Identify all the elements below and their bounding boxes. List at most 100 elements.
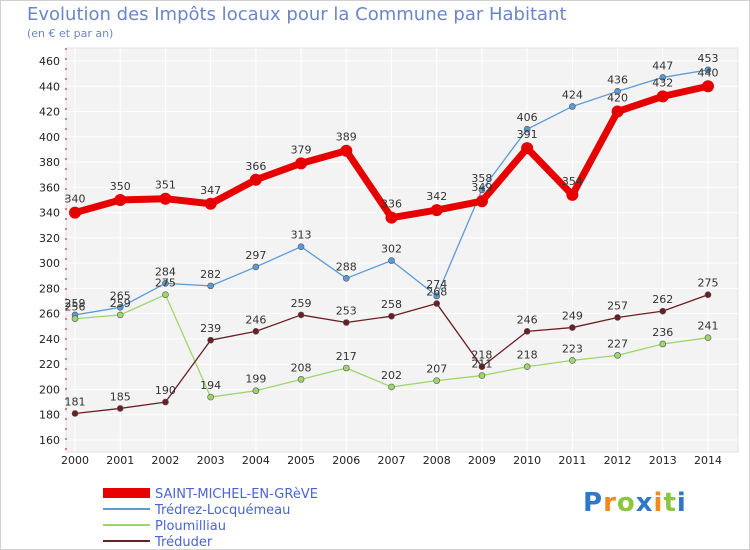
data-label: 239: [200, 322, 221, 335]
data-point: [342, 274, 350, 282]
data-point: [252, 263, 260, 271]
data-label: 246: [517, 313, 538, 326]
data-label: 351: [155, 179, 176, 192]
data-label: 181: [65, 395, 86, 408]
data-point: [566, 188, 579, 201]
data-label: 284: [155, 265, 176, 278]
data-point: [430, 204, 443, 217]
data-point: [656, 90, 669, 103]
logo-letter: i: [653, 488, 664, 518]
data-label: 259: [110, 297, 131, 310]
data-label: 420: [607, 92, 628, 105]
data-point: [433, 377, 441, 384]
data-label: 342: [426, 190, 447, 203]
data-label: 274: [426, 278, 447, 291]
data-label: 379: [291, 143, 312, 156]
data-label: 347: [200, 184, 221, 197]
data-point: [252, 387, 260, 395]
logo-letter: o: [616, 488, 636, 518]
logo-letter: t: [663, 488, 677, 518]
data-label: 366: [245, 160, 266, 173]
data-point: [162, 398, 169, 406]
legend-label: Ploumilliau: [155, 519, 226, 534]
data-point: [249, 173, 262, 186]
y-tick-label: 320: [39, 232, 60, 245]
x-tick-label: 2006: [332, 454, 360, 467]
y-tick-label: 380: [39, 156, 60, 169]
data-point: [207, 393, 214, 401]
y-tick-label: 200: [39, 383, 60, 396]
data-label: 424: [562, 88, 583, 101]
data-point: [704, 334, 712, 341]
data-point: [69, 206, 81, 219]
data-point: [478, 186, 486, 194]
data-point: [71, 315, 79, 323]
chart-title: Evolution des Impôts locaux pour la Comm…: [27, 4, 567, 25]
x-tick-label: 2013: [649, 454, 677, 467]
legend-label: Trédrez-Locquémeau: [154, 503, 290, 518]
data-point: [614, 88, 621, 95]
data-point: [614, 314, 621, 321]
data-point: [204, 197, 217, 210]
x-tick-label: 2007: [378, 454, 406, 467]
y-tick-label: 340: [39, 207, 60, 220]
y-tick-label: 300: [39, 257, 60, 270]
data-label: 313: [291, 229, 312, 242]
data-point: [297, 376, 305, 383]
x-tick-label: 2004: [242, 454, 270, 467]
x-tick-label: 2005: [287, 454, 315, 467]
data-label: 453: [698, 52, 719, 65]
y-tick-label: 220: [39, 358, 60, 371]
data-label: 199: [245, 373, 266, 386]
data-label: 354: [562, 175, 583, 188]
data-point: [162, 280, 169, 287]
data-label: 227: [607, 337, 628, 350]
data-point: [702, 80, 714, 93]
data-point: [342, 319, 350, 326]
data-point: [475, 195, 488, 208]
logo-letter: P: [583, 488, 604, 518]
data-point: [297, 311, 305, 319]
data-label: 275: [155, 277, 176, 290]
data-label: 391: [517, 128, 538, 141]
data-label: 223: [562, 342, 583, 355]
data-label: 349: [471, 181, 492, 194]
data-label: 297: [245, 249, 266, 262]
data-label: 246: [245, 313, 266, 326]
x-tick-label: 2001: [106, 454, 134, 467]
y-tick-label: 240: [39, 333, 60, 346]
data-point: [659, 340, 667, 348]
data-label: 336: [381, 198, 402, 211]
x-tick-label: 2008: [423, 454, 451, 467]
data-label: 340: [65, 193, 86, 206]
data-point: [704, 291, 712, 299]
data-label: 350: [110, 180, 131, 193]
data-point: [523, 125, 531, 133]
data-label: 257: [607, 299, 628, 312]
x-tick-label: 2014: [694, 454, 722, 467]
data-point: [116, 304, 124, 311]
y-tick-label: 360: [39, 181, 60, 194]
logo-letter: i: [676, 488, 687, 518]
logo-letter: x: [635, 488, 654, 518]
x-tick-label: 2000: [61, 454, 89, 467]
data-label: 217: [336, 350, 357, 363]
data-label: 249: [562, 310, 583, 323]
data-point: [252, 328, 260, 335]
data-label: 259: [65, 297, 86, 310]
y-tick-label: 460: [39, 55, 60, 68]
data-point: [569, 324, 576, 331]
data-point: [297, 243, 305, 251]
data-label: 447: [652, 59, 673, 72]
data-label: 236: [652, 326, 673, 339]
data-label: 259: [291, 297, 312, 310]
data-label: 440: [698, 66, 719, 79]
data-label: 211: [471, 358, 492, 371]
data-point: [114, 193, 127, 206]
data-label: 302: [381, 243, 402, 256]
data-point: [659, 307, 667, 315]
data-point: [340, 144, 353, 157]
data-label: 288: [336, 260, 357, 273]
data-label: 218: [517, 349, 538, 362]
